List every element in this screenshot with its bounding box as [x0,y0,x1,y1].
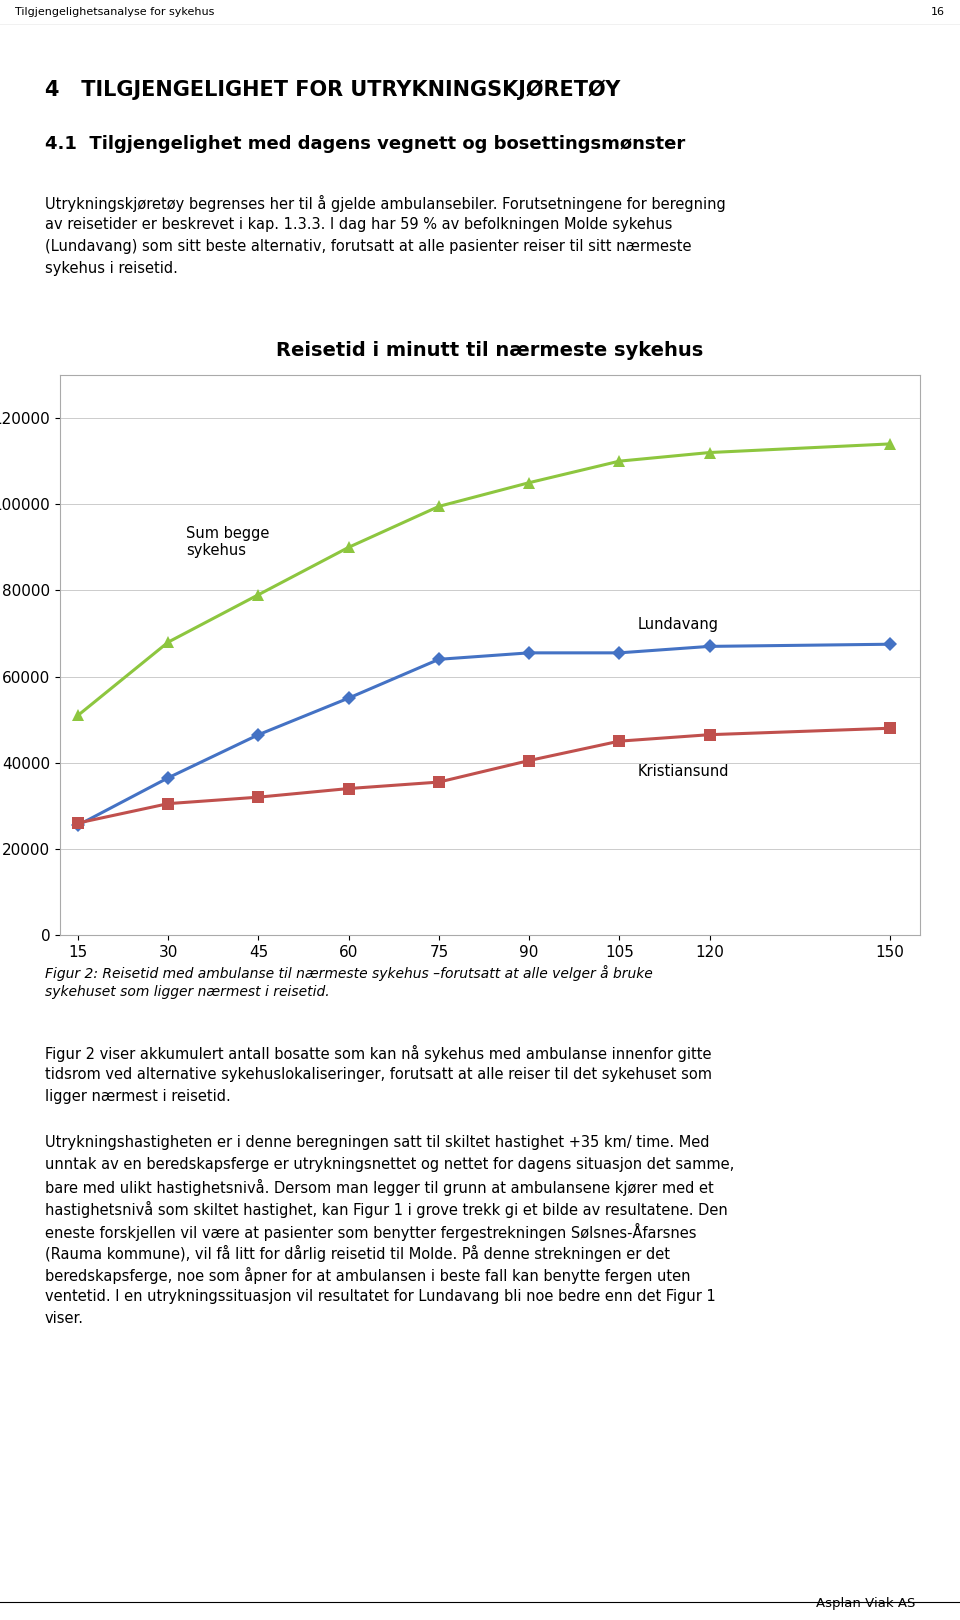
Text: 16: 16 [931,6,945,16]
Text: sykehuset som ligger nærmest i reisetid.: sykehuset som ligger nærmest i reisetid. [45,985,329,1000]
Text: bare med ulikt hastighetsnivå. Dersom man legger til grunn at ambulansene kjører: bare med ulikt hastighetsnivå. Dersom ma… [45,1179,713,1196]
Text: viser.: viser. [45,1311,84,1327]
Text: Tilgjengelighetsanalyse for sykehus: Tilgjengelighetsanalyse for sykehus [15,6,214,16]
Text: beredskapsferge, noe som åpner for at ambulansen i beste fall kan benytte fergen: beredskapsferge, noe som åpner for at am… [45,1267,690,1285]
Text: unntak av en beredskapsferge er utrykningsnettet og nettet for dagens situasjon : unntak av en beredskapsferge er utryknin… [45,1157,734,1171]
Text: Sum begge
sykehus: Sum begge sykehus [186,526,270,559]
Text: (Rauma kommune), vil få litt for dårlig reisetid til Molde. På denne strekningen: (Rauma kommune), vil få litt for dårlig … [45,1246,670,1262]
Text: hastighetsnivå som skiltet hastighet, kan Figur 1 i grove trekk gi et bilde av r: hastighetsnivå som skiltet hastighet, ka… [45,1200,728,1218]
Text: Figur 2: Reisetid med ambulanse til nærmeste sykehus –forutsatt at alle velger å: Figur 2: Reisetid med ambulanse til nærm… [45,966,653,982]
Text: 4   TILGJENGELIGHET FOR UTRYKNINGSKJØRETØY: 4 TILGJENGELIGHET FOR UTRYKNINGSKJØRETØY [45,79,620,100]
Text: Asplan Viak AS: Asplan Viak AS [816,1597,915,1610]
Text: Kristiansund: Kristiansund [637,763,729,779]
Text: ligger nærmest i reisetid.: ligger nærmest i reisetid. [45,1089,230,1103]
Text: Figur 2 viser akkumulert antall bosatte som kan nå sykehus med ambulanse innenfo: Figur 2 viser akkumulert antall bosatte … [45,1045,711,1063]
Text: ventetid. I en utrykningssituasjon vil resultatet for Lundavang bli noe bedre en: ventetid. I en utrykningssituasjon vil r… [45,1290,716,1304]
Title: Reisetid i minutt til nærmeste sykehus: Reisetid i minutt til nærmeste sykehus [276,340,704,360]
Text: Utrykningshastigheten er i denne beregningen satt til skiltet hastighet +35 km/ : Utrykningshastigheten er i denne beregni… [45,1136,709,1150]
Text: Lundavang: Lundavang [637,617,718,632]
Text: (Lundavang) som sitt beste alternativ, forutsatt at alle pasienter reiser til si: (Lundavang) som sitt beste alternativ, f… [45,240,691,254]
Text: tidsrom ved alternative sykehuslokaliseringer, forutsatt at alle reiser til det : tidsrom ved alternative sykehuslokaliser… [45,1068,712,1082]
Text: 4.1  Tilgjengelighet med dagens vegnett og bosettingsmønster: 4.1 Tilgjengelighet med dagens vegnett o… [45,134,685,152]
Text: Utrykningskjøretøy begrenses her til å gjelde ambulansebiler. Forutsetningene fo: Utrykningskjøretøy begrenses her til å g… [45,194,726,212]
Text: eneste forskjellen vil være at pasienter som benytter fergestrekningen Sølsnes-Å: eneste forskjellen vil være at pasienter… [45,1223,697,1241]
Text: av reisetider er beskrevet i kap. 1.3.3. I dag har 59 % av befolkningen Molde sy: av reisetider er beskrevet i kap. 1.3.3.… [45,217,672,232]
Text: sykehus i reisetid.: sykehus i reisetid. [45,261,178,275]
